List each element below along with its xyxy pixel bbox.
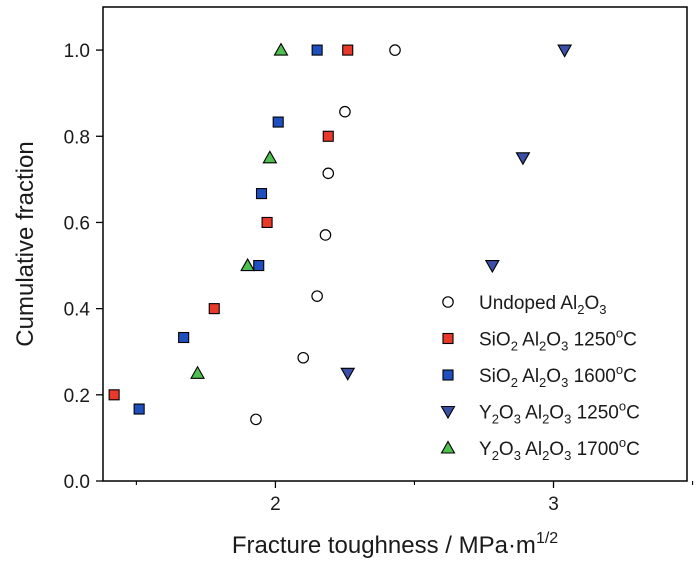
y-tick-label: 0.6 (64, 213, 90, 234)
data-point-series-3 (253, 259, 265, 272)
data-point-series-1 (389, 44, 401, 56)
legend-entry-5: Y2O3 Al2O3 1700oC (479, 435, 640, 463)
data-point-series-2 (342, 44, 354, 56)
data-point-series-5 (190, 365, 205, 379)
legend-entry-3: SiO2 Al2O3 1600oC (479, 362, 637, 390)
y-tick-label: 0.2 (64, 386, 90, 407)
data-point-series-5 (262, 150, 278, 164)
data-point-series-1 (339, 105, 351, 118)
data-point-series-3 (272, 116, 284, 128)
legend: Undoped Al2O3 SiO2 Al2O3 1250oC SiO2 Al2O3… (440, 293, 640, 463)
x-axis-label: Fracture toughness / MPa·m1/2 (232, 530, 558, 559)
axis-ticks: 0.0 0.2 0.4 0.6 0.8 1.0 2 3 (64, 41, 694, 515)
legend-marker-1 (442, 296, 454, 308)
data-point-series-5 (240, 257, 256, 272)
y-axis-label: Cumulative fraction (12, 141, 39, 346)
data-point-series-2 (261, 216, 273, 229)
x-tick-label: 3 (548, 494, 559, 515)
data-point-series-2 (322, 130, 334, 142)
data-point-series-4 (340, 367, 356, 381)
legend-entry-4: Y2O3 Al2O3 1250oC (479, 399, 640, 427)
plot-area (102, 6, 688, 482)
y-tick-label: 1.0 (64, 41, 90, 62)
data-point-series-3 (255, 188, 268, 200)
data-point-series-1 (319, 229, 332, 241)
data-point-series-3 (133, 403, 145, 415)
data-point-series-1 (297, 351, 310, 364)
data-point-series-1 (250, 413, 262, 426)
data-points (108, 42, 573, 426)
legend-entry-2: SiO2 Al2O3 1250oC (479, 326, 637, 354)
data-point-series-4 (557, 44, 573, 58)
x-tick-label: 2 (270, 494, 281, 515)
legend-marker-5 (440, 440, 456, 454)
x-axis-label-main: Fracture toughness / MPa·m (232, 532, 536, 559)
legend-marker-3 (442, 369, 454, 381)
data-point-series-4 (484, 259, 500, 274)
y-tick-label: 0.0 (64, 472, 90, 493)
legend-marker-4 (440, 405, 456, 420)
data-point-series-1 (322, 167, 335, 180)
data-point-series-2 (208, 303, 220, 315)
y-tick-label: 0.4 (64, 300, 91, 321)
data-point-series-3 (178, 331, 190, 344)
data-point-series-5 (273, 42, 289, 56)
legend-marker-2 (442, 332, 454, 345)
data-point-series-2 (108, 389, 120, 401)
legend-entry-1: Undoped Al2O3 (479, 293, 607, 317)
data-point-series-1 (311, 290, 323, 302)
x-axis-label-exponent: 1/2 (536, 530, 558, 547)
data-point-series-3 (311, 44, 323, 56)
data-point-series-4 (515, 152, 531, 166)
y-tick-label: 0.8 (64, 127, 90, 148)
